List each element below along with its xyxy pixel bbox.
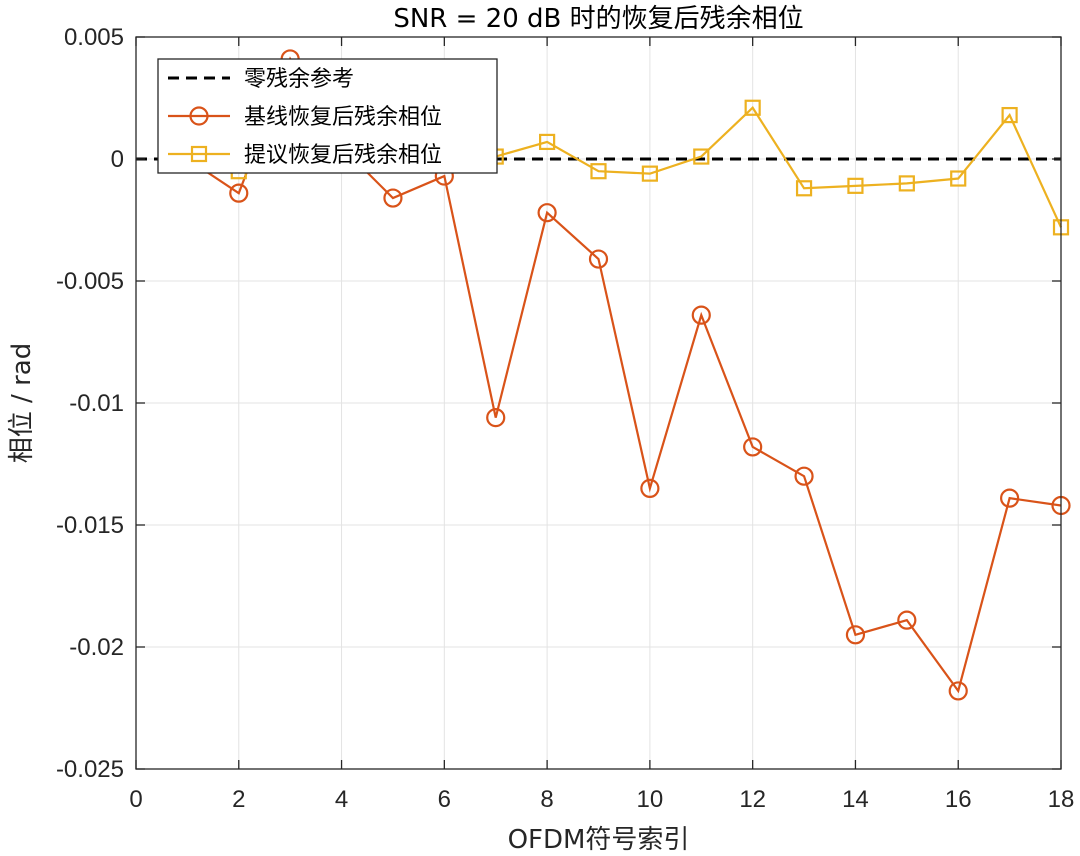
data-point: [383, 188, 403, 208]
x-tick-label: 16: [945, 786, 972, 813]
x-tick-label: 14: [842, 786, 869, 813]
data-point: [950, 170, 967, 187]
y-tick-label: 0.005: [64, 24, 124, 51]
y-tick-label: -0.025: [56, 756, 124, 783]
data-point: [1001, 106, 1018, 124]
x-tick-label: 8: [540, 786, 553, 813]
data-point: [693, 148, 710, 165]
y-axis: 0.005 0 -0.005 -0.01 -0.015 -0.02 -0.025: [56, 24, 1061, 783]
legend-label: 零残余参考: [244, 67, 354, 92]
chart-title: SNR = 20 dB 时的恢复后残余相位: [393, 4, 803, 34]
data-point: [794, 466, 814, 486]
data-point: [948, 681, 968, 701]
legend-marker: [190, 145, 208, 163]
data-point: [795, 180, 813, 197]
data-point: [1000, 488, 1020, 508]
y-axis-title: 相位 / rad: [7, 343, 37, 463]
x-tick-label: 18: [1048, 786, 1075, 813]
y-tick-label: -0.02: [69, 634, 124, 661]
data-point: [486, 408, 506, 428]
legend-item: 基线恢复后残余相位: [168, 105, 442, 130]
data-point: [898, 175, 915, 192]
x-tick-label: 10: [637, 786, 664, 813]
data-point: [845, 625, 866, 645]
y-tick-label: -0.005: [56, 268, 124, 295]
legend-label: 提议恢复后残余相位: [244, 143, 442, 168]
data-point: [691, 305, 711, 325]
data-point: [537, 203, 557, 223]
data-point: [743, 437, 763, 457]
data-point: [744, 99, 761, 116]
data-point: [640, 478, 660, 498]
legend-label: 基线恢复后残余相位: [244, 105, 442, 130]
legend-marker: [189, 106, 209, 126]
data-point: [847, 177, 864, 194]
y-tick-label: -0.01: [69, 390, 124, 417]
data-point: [539, 133, 556, 151]
y-tick-label: -0.015: [56, 512, 124, 539]
data-point: [588, 249, 609, 269]
data-point: [590, 163, 607, 180]
x-tick-label: 2: [232, 786, 245, 813]
legend-item: 提议恢复后残余相位: [168, 143, 442, 168]
x-tick-label: 4: [335, 786, 348, 813]
x-tick-label: 6: [438, 786, 451, 813]
data-point: [641, 165, 658, 182]
x-axis-title: OFDM符号索引: [508, 825, 690, 855]
data-point: [897, 610, 917, 630]
x-tick-label: 12: [739, 786, 766, 813]
x-axis: 0 2 4 6 8 10 12 14 16 18: [129, 37, 1074, 813]
x-tick-label: 0: [129, 786, 142, 813]
y-tick-label: 0: [111, 146, 124, 173]
legend-item: 零残余参考: [168, 67, 354, 92]
data-point: [229, 183, 249, 203]
